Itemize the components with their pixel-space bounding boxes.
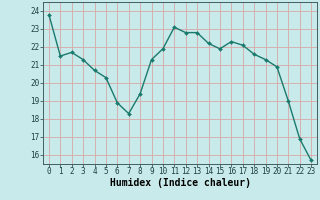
- X-axis label: Humidex (Indice chaleur): Humidex (Indice chaleur): [109, 178, 251, 188]
